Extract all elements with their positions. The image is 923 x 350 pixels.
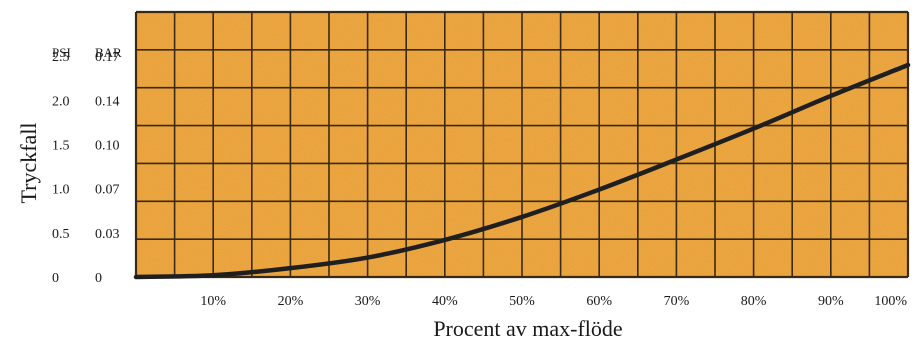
y-header-bar: BAR bbox=[95, 45, 122, 60]
y-header-psi: PSI bbox=[52, 45, 71, 60]
y-tick-label-bar: 0.17 bbox=[95, 50, 120, 65]
x-tick-label: 80% bbox=[741, 294, 767, 309]
grid-lines bbox=[134, 10, 910, 279]
x-tick-label: 90% bbox=[818, 294, 844, 309]
y-tick-label-psi: 0 bbox=[52, 271, 59, 286]
y-tick-label-psi: 2.0 bbox=[52, 94, 70, 109]
x-axis-ticks: 10% 20% 30% 40% 50% 60% 70% 80% 90% 100% bbox=[200, 294, 907, 309]
x-tick-label: 30% bbox=[355, 294, 381, 309]
y-tick-label-bar: 0.14 bbox=[95, 94, 120, 109]
y-axis: PSI BAR 0 0 0.5 0.03 1.0 0.07 1.5 0.10 2.0 0.14 2.… bbox=[52, 45, 122, 286]
x-tick-label: 10% bbox=[200, 294, 226, 309]
x-tick-label: 40% bbox=[432, 294, 458, 309]
x-tick-label: 60% bbox=[586, 294, 612, 309]
x-tick-label: 20% bbox=[278, 294, 304, 309]
x-tick-label: 70% bbox=[664, 294, 690, 309]
y-axis-label: Tryckfall bbox=[16, 122, 41, 203]
x-tick-label: 50% bbox=[509, 294, 535, 309]
y-tick-label-bar: 0.03 bbox=[95, 227, 120, 242]
x-axis-label: Procent av max-flöde bbox=[433, 316, 622, 341]
y-tick-label-psi: 1.0 bbox=[52, 183, 70, 198]
y-tick-label-psi: 1.5 bbox=[52, 139, 70, 154]
y-tick-label-bar: 0.10 bbox=[95, 139, 120, 154]
y-tick-label-bar: 0 bbox=[95, 271, 102, 286]
x-tick-label: 100% bbox=[874, 294, 907, 309]
y-tick-label-psi: 2.5 bbox=[52, 50, 70, 65]
y-tick-label-bar: 0.07 bbox=[95, 183, 120, 198]
series-line bbox=[133, 62, 911, 280]
y-tick-label-psi: 0.5 bbox=[52, 227, 70, 242]
